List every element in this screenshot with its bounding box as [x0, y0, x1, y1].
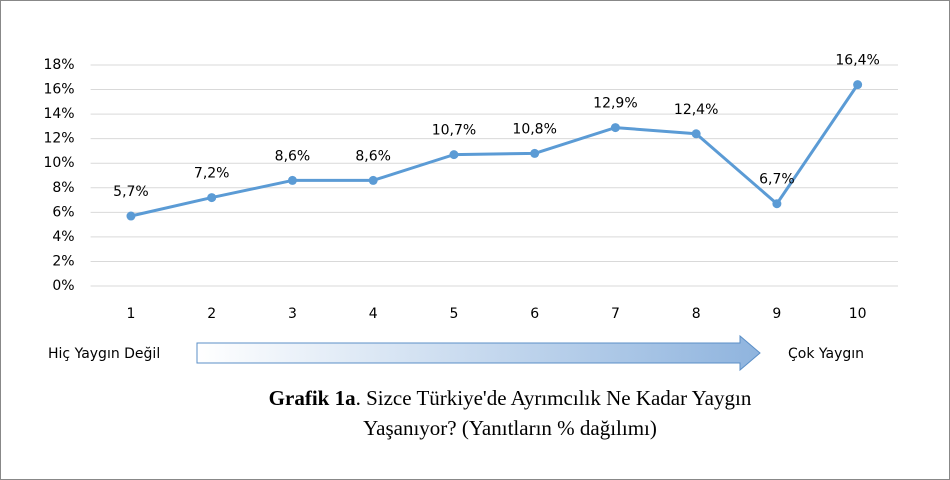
x-tick-label: 3	[288, 306, 297, 322]
x-tick-label: 9	[772, 306, 781, 322]
point	[449, 150, 459, 160]
y-tick-label: 2%	[52, 253, 74, 269]
point	[368, 175, 378, 185]
scale-arrow	[196, 334, 761, 372]
annotation: Çok Yaygın	[788, 346, 864, 362]
data-label: 10,7%	[432, 123, 476, 139]
y-tick-label: 8%	[52, 180, 74, 196]
point	[772, 199, 782, 209]
y-tick-label: 18%	[43, 57, 74, 73]
y-tick-label: 6%	[52, 204, 74, 220]
data-label: 6,7%	[759, 172, 795, 188]
x-tick-label: 5	[449, 306, 458, 322]
y-tick-label: 14%	[43, 106, 74, 122]
line	[130, 83, 859, 218]
point	[287, 175, 297, 185]
y-tick-label: 16%	[43, 82, 74, 98]
y-tick-label: 4%	[52, 229, 74, 245]
point	[610, 123, 620, 133]
caption-text: . Sizce Türkiye'de Ayrımcılık Ne Kadar Y…	[356, 386, 752, 410]
data-label: 7,2%	[194, 166, 230, 182]
y-tick-label: 0%	[52, 278, 74, 294]
data-label: 12,4%	[674, 102, 718, 118]
data-label: 12,9%	[593, 96, 637, 112]
x-tick-label: 8	[692, 306, 701, 322]
x-tick-label: 2	[207, 306, 216, 322]
data-label: 8,6%	[355, 148, 391, 164]
x-tick-label: 10	[849, 306, 867, 322]
x-tick-label: 4	[369, 306, 378, 322]
x-tick-label: 7	[611, 306, 620, 322]
caption-label: Grafik 1a	[269, 386, 356, 410]
y-tick-label: 10%	[43, 155, 74, 171]
annotation: Hiç Yaygın Değil	[48, 346, 160, 362]
point	[530, 148, 540, 158]
data-label: 8,6%	[275, 148, 311, 164]
data-label: 16,4%	[835, 53, 879, 69]
point	[853, 80, 863, 90]
x-tick-label: 6	[530, 306, 539, 322]
data-label: 10,8%	[512, 121, 556, 137]
x-tick-label: 1	[127, 306, 136, 322]
y-tick-label: 12%	[43, 131, 74, 147]
caption: Grafik 1a. Sizce Türkiye'de Ayrımcılık N…	[269, 386, 752, 410]
point	[207, 193, 217, 203]
point	[691, 129, 701, 139]
caption-text: Yaşanıyor? (Yanıtların % dağılımı)	[363, 416, 657, 440]
point	[126, 211, 136, 221]
data-label: 5,7%	[113, 184, 149, 200]
